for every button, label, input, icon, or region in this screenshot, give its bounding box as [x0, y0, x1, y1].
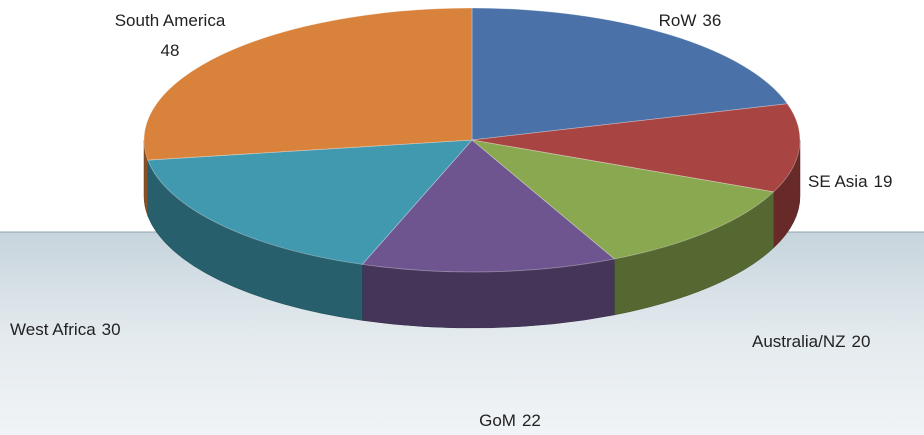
label-value: 20	[852, 332, 871, 351]
data-label: West Africa 30	[10, 320, 121, 339]
label-category: RoW	[659, 11, 697, 30]
label-value: 36	[702, 11, 721, 30]
data-label: SE Asia 19	[808, 172, 892, 191]
label-value: 30	[102, 320, 121, 339]
data-label: South America 48	[115, 11, 226, 60]
slice	[470, 139, 775, 260]
pie	[143, 7, 801, 329]
label-category: West Africa	[10, 320, 96, 339]
label-category: SE Asia	[808, 172, 868, 191]
pie-tops	[143, 7, 801, 273]
data-label: RoW 36	[659, 11, 722, 30]
data-label: GoM 22	[479, 411, 541, 430]
slice	[361, 139, 616, 273]
label-value: 19	[874, 172, 893, 191]
pie-sides	[143, 139, 801, 329]
label-value: 22	[522, 411, 541, 430]
slice	[143, 7, 473, 161]
label-category: GoM	[479, 411, 516, 430]
label-category: Australia/NZ	[752, 332, 846, 351]
slice	[471, 103, 801, 193]
label-category: South America	[115, 11, 226, 30]
label-value: 48	[161, 41, 180, 60]
slice	[471, 7, 789, 141]
slice	[147, 139, 473, 265]
data-label: Australia/NZ 20	[752, 332, 870, 351]
